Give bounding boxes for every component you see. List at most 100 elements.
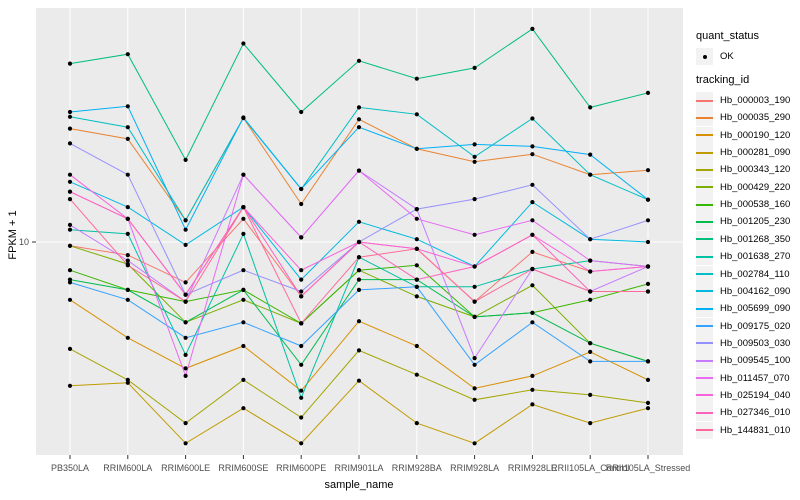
series-line-swatch — [696, 161, 713, 179]
data-point — [241, 297, 246, 302]
data-point — [588, 258, 593, 263]
data-point — [241, 377, 246, 382]
data-point — [125, 380, 130, 385]
series-line-swatch — [696, 144, 713, 162]
data-point — [414, 216, 419, 221]
series-line-swatch — [696, 178, 713, 196]
data-point — [299, 235, 304, 240]
data-point — [67, 61, 73, 66]
legend-item-Hb_001638_270: Hb_001638_270 — [696, 248, 790, 266]
x-tick-label: RRIM600LA — [103, 463, 153, 473]
data-point — [645, 168, 651, 173]
legend-tracking-id-title: tracking_id — [696, 74, 750, 86]
data-point — [299, 388, 304, 393]
data-point — [356, 378, 362, 383]
data-point — [356, 348, 362, 353]
data-point — [472, 232, 477, 237]
data-point — [125, 216, 130, 221]
legend-series-label: Hb_004162_090 — [720, 285, 791, 297]
data-point — [299, 268, 304, 273]
x-tick-label: RRIM901LA — [334, 463, 384, 473]
data-point — [472, 159, 477, 164]
data-point — [530, 402, 535, 407]
data-point — [241, 41, 246, 46]
legend-item-Hb_000343_120: Hb_000343_120 — [696, 161, 791, 179]
data-point — [414, 246, 419, 251]
x-axis-title: sample_name — [324, 479, 394, 491]
data-point — [241, 343, 246, 349]
data-point — [125, 253, 130, 258]
data-point — [356, 117, 362, 122]
x-tick-label: RRIM600LE — [161, 463, 211, 473]
series-line-swatch — [696, 334, 713, 352]
data-point — [588, 105, 593, 110]
data-point — [472, 314, 477, 319]
data-point — [472, 284, 477, 289]
data-point — [183, 373, 188, 378]
series-line-swatch — [696, 196, 713, 214]
data-point — [530, 373, 535, 378]
series-line-swatch — [696, 282, 713, 300]
legend-item-Hb_009545_100: Hb_009545_100 — [696, 352, 790, 370]
data-point — [530, 144, 535, 149]
series-line-swatch — [696, 317, 713, 335]
data-point — [472, 397, 477, 402]
series-line-swatch — [696, 352, 713, 370]
x-tick-label: RRII105LA_Control — [551, 463, 630, 473]
legend-quant-status-title: quant_status — [696, 30, 759, 42]
legend-series-label: Hb_000003_190 — [720, 95, 791, 106]
data-point — [67, 189, 73, 194]
data-point — [125, 258, 130, 263]
data-point — [414, 372, 419, 377]
data-point — [183, 157, 188, 162]
data-point — [356, 105, 362, 110]
data-point — [530, 387, 535, 392]
data-point — [183, 218, 188, 223]
data-point — [183, 299, 188, 304]
legend-series-label: Hb_000343_120 — [720, 164, 791, 176]
legend-series-label: Hb_005699_090 — [720, 303, 791, 315]
y-tick-label: 10 — [18, 237, 29, 247]
data-point — [67, 383, 73, 388]
data-point — [67, 346, 73, 351]
data-point — [356, 58, 362, 63]
data-point — [299, 186, 304, 192]
data-point — [299, 277, 304, 282]
legend-item-Hb_009175_020: Hb_009175_020 — [696, 317, 790, 335]
data-point — [414, 294, 419, 299]
data-point — [241, 216, 246, 221]
data-point — [414, 284, 419, 289]
data-point — [645, 359, 651, 364]
data-point — [530, 283, 535, 288]
data-point — [125, 172, 130, 177]
data-point — [67, 222, 73, 227]
data-point — [299, 415, 304, 420]
legend-ok-label: OK — [720, 51, 734, 62]
data-point — [299, 343, 304, 349]
data-point — [125, 287, 130, 292]
legend-item-Hb_000429_220: Hb_000429_220 — [696, 178, 790, 196]
legend-item-Hb_009503_030: Hb_009503_030 — [696, 334, 790, 352]
data-point — [588, 289, 593, 294]
data-point — [299, 441, 304, 446]
data-point — [299, 294, 304, 299]
x-tick-label: RRII105LA_Stressed — [605, 463, 691, 473]
data-point — [472, 154, 477, 159]
data-point — [588, 341, 593, 346]
data-point — [414, 277, 419, 282]
x-tick-label: RRIM600SE — [218, 463, 269, 473]
legend-series-label: Hb_000035_290 — [720, 112, 791, 124]
legend-item-Hb_000003_190: Hb_000003_190 — [696, 92, 790, 109]
legend-series-label: Hb_000538_160 — [720, 199, 791, 211]
data-point — [67, 268, 73, 273]
data-point — [356, 168, 362, 173]
legend-item-Hb_025194_040: Hb_025194_040 — [696, 386, 790, 404]
data-point — [530, 232, 535, 237]
data-point — [530, 182, 535, 187]
data-point — [472, 386, 477, 391]
data-point — [125, 136, 130, 141]
legend-item-Hb_000190_120: Hb_000190_120 — [696, 126, 790, 144]
data-point — [414, 146, 419, 151]
data-point — [125, 125, 130, 130]
data-point — [414, 263, 419, 268]
